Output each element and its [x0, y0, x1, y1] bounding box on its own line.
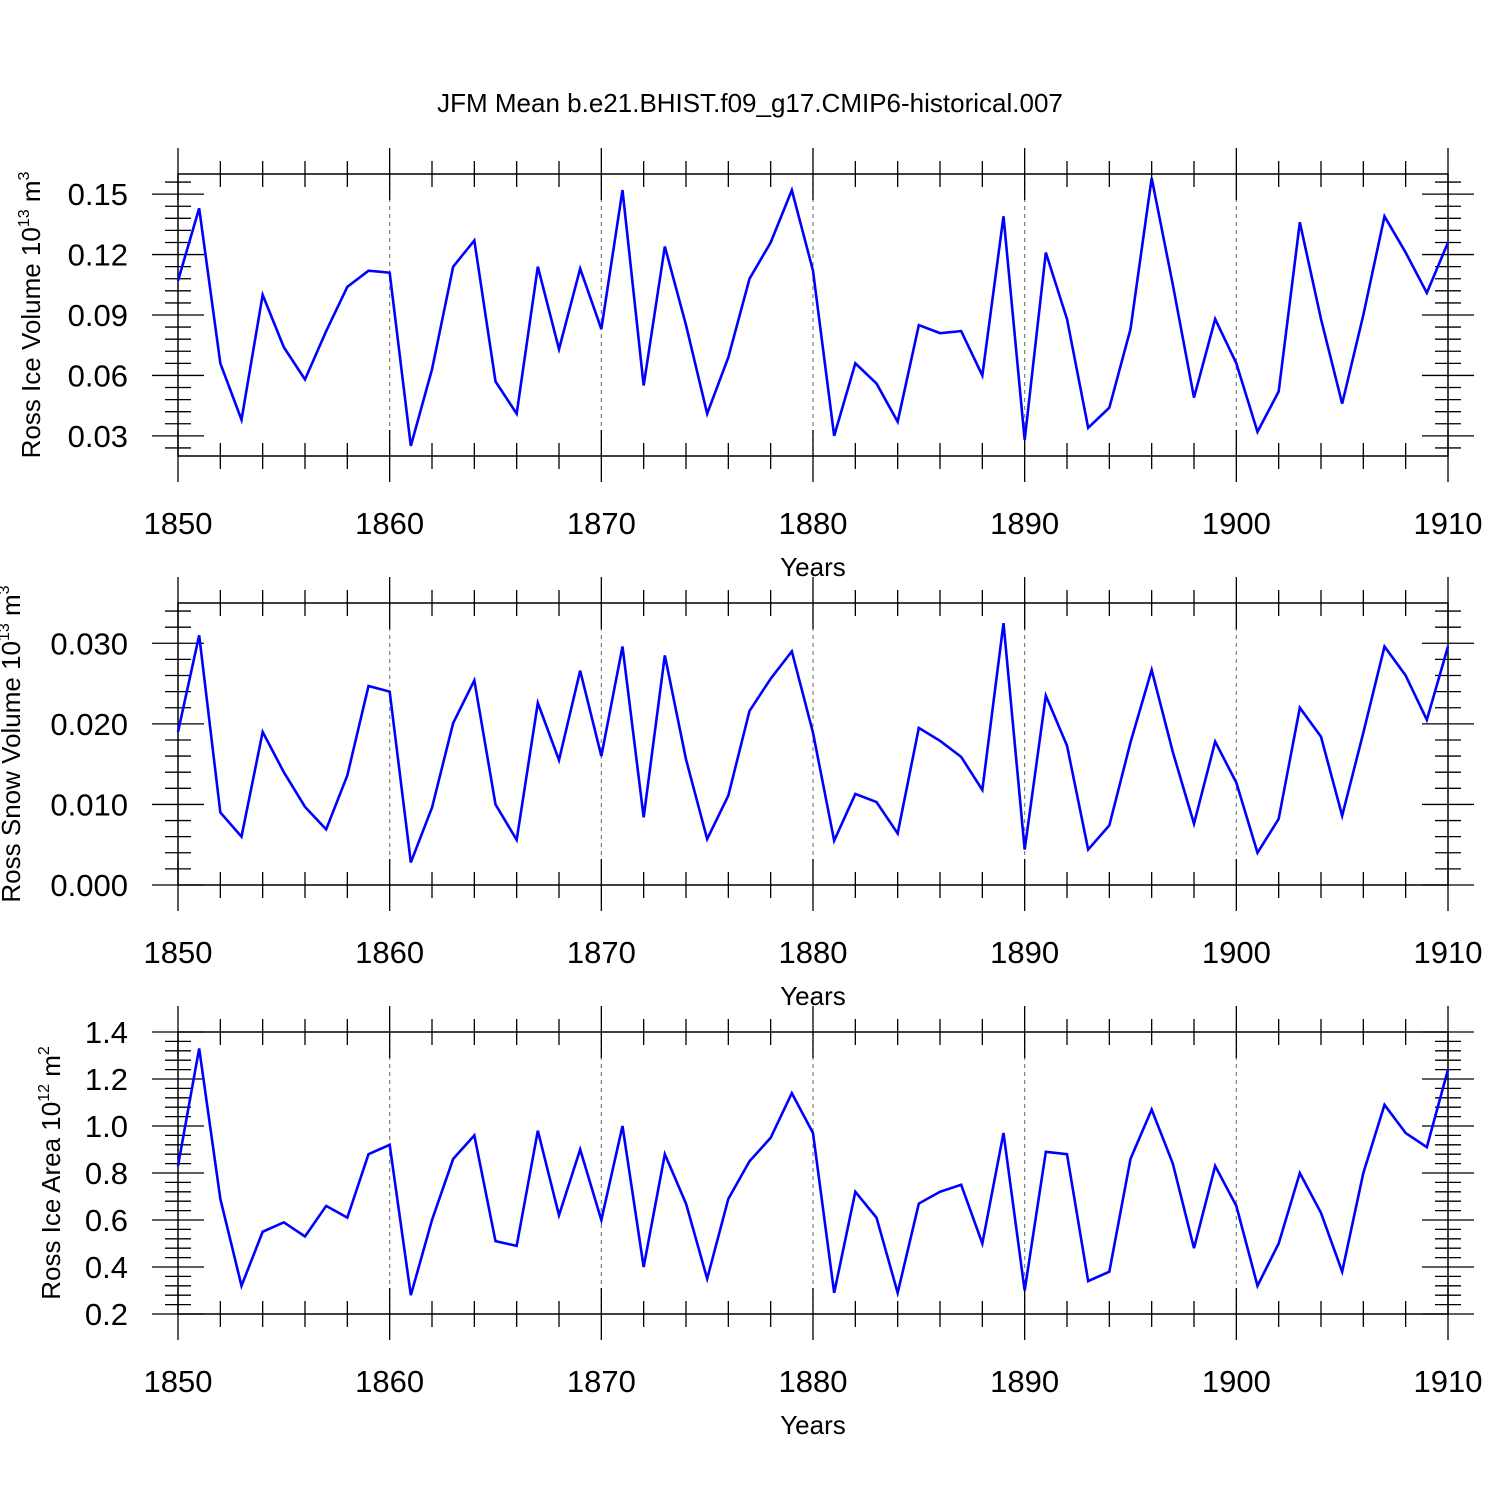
series-line — [176, 622, 1450, 863]
x-tick-label: 1880 — [779, 506, 848, 541]
y-axis-label: Ross Ice Volume 1013 m3 — [16, 171, 46, 458]
x-tick-label: 1870 — [567, 1364, 636, 1399]
y-tick-label: 0.15 — [68, 177, 128, 212]
x-tick-label: 1870 — [567, 506, 636, 541]
x-tick-label: 1900 — [1202, 506, 1271, 541]
x-tick-label: 1890 — [990, 1364, 1059, 1399]
series-line — [176, 177, 1450, 447]
x-tick-label: 1890 — [990, 506, 1059, 541]
x-tick-label: 1860 — [355, 506, 424, 541]
x-tick-label: 1910 — [1414, 935, 1483, 970]
x-tick-label: 1900 — [1202, 935, 1271, 970]
x-tick-label: 1910 — [1414, 1364, 1483, 1399]
x-tick-label: 1890 — [990, 935, 1059, 970]
y-tick-label: 0.2 — [85, 1297, 128, 1332]
chart-panel-1: 0.03 0.06 0.09 0.12 0.15 1850 1860 1870 1880 1890… — [16, 148, 1482, 582]
y-tick-label: 0.010 — [50, 787, 128, 822]
y-tick-label: 0.12 — [68, 238, 128, 273]
y-tick-label: 0.4 — [85, 1250, 128, 1285]
x-tick-label: 1850 — [144, 935, 213, 970]
x-tick-label: 1900 — [1202, 1364, 1271, 1399]
chart-panel-2: 0.000 0.010 0.020 0.030 1850 1860 1870 1880 1890… — [0, 577, 1482, 1011]
x-tick-label: 1880 — [779, 1364, 848, 1399]
series-line — [176, 1048, 1450, 1299]
figure-title: JFM Mean b.e21.BHIST.f09_g17.CMIP6-histo… — [437, 88, 1063, 118]
x-tick-label: 1860 — [355, 935, 424, 970]
y-tick-label: 1.2 — [85, 1062, 128, 1097]
y-tick-label: 0.6 — [85, 1203, 128, 1238]
y-tick-label: 0.06 — [68, 358, 128, 393]
y-tick-label: 0.030 — [50, 626, 128, 661]
y-axis-label: Ross Ice Area 1012 m2 — [36, 1046, 66, 1300]
y-tick-label: 0.09 — [68, 298, 128, 333]
x-tick-label: 1850 — [144, 506, 213, 541]
x-tick-label: 1870 — [567, 935, 636, 970]
x-tick-label: 1910 — [1414, 506, 1483, 541]
chart-panel-3: 0.2 0.4 0.6 0.8 1.0 1.2 1.4 1850 1860 1870 1880 189… — [36, 1006, 1482, 1440]
x-tick-label: 1880 — [779, 935, 848, 970]
y-tick-label: 1.0 — [85, 1109, 128, 1144]
y-tick-label: 0.000 — [50, 868, 128, 903]
y-tick-label: 0.020 — [50, 707, 128, 742]
x-tick-label: 1860 — [355, 1364, 424, 1399]
y-axis-label: Ross Snow Volume 1013 m3 — [0, 585, 26, 902]
y-tick-label: 0.8 — [85, 1156, 128, 1191]
y-tick-label: 1.4 — [85, 1015, 128, 1050]
x-axis-label: Years — [780, 1410, 846, 1440]
x-tick-label: 1850 — [144, 1364, 213, 1399]
panels: 0.03 0.06 0.09 0.12 0.15 1850 1860 1870 1880 1890… — [0, 148, 1482, 1440]
y-tick-label: 0.03 — [68, 419, 128, 454]
